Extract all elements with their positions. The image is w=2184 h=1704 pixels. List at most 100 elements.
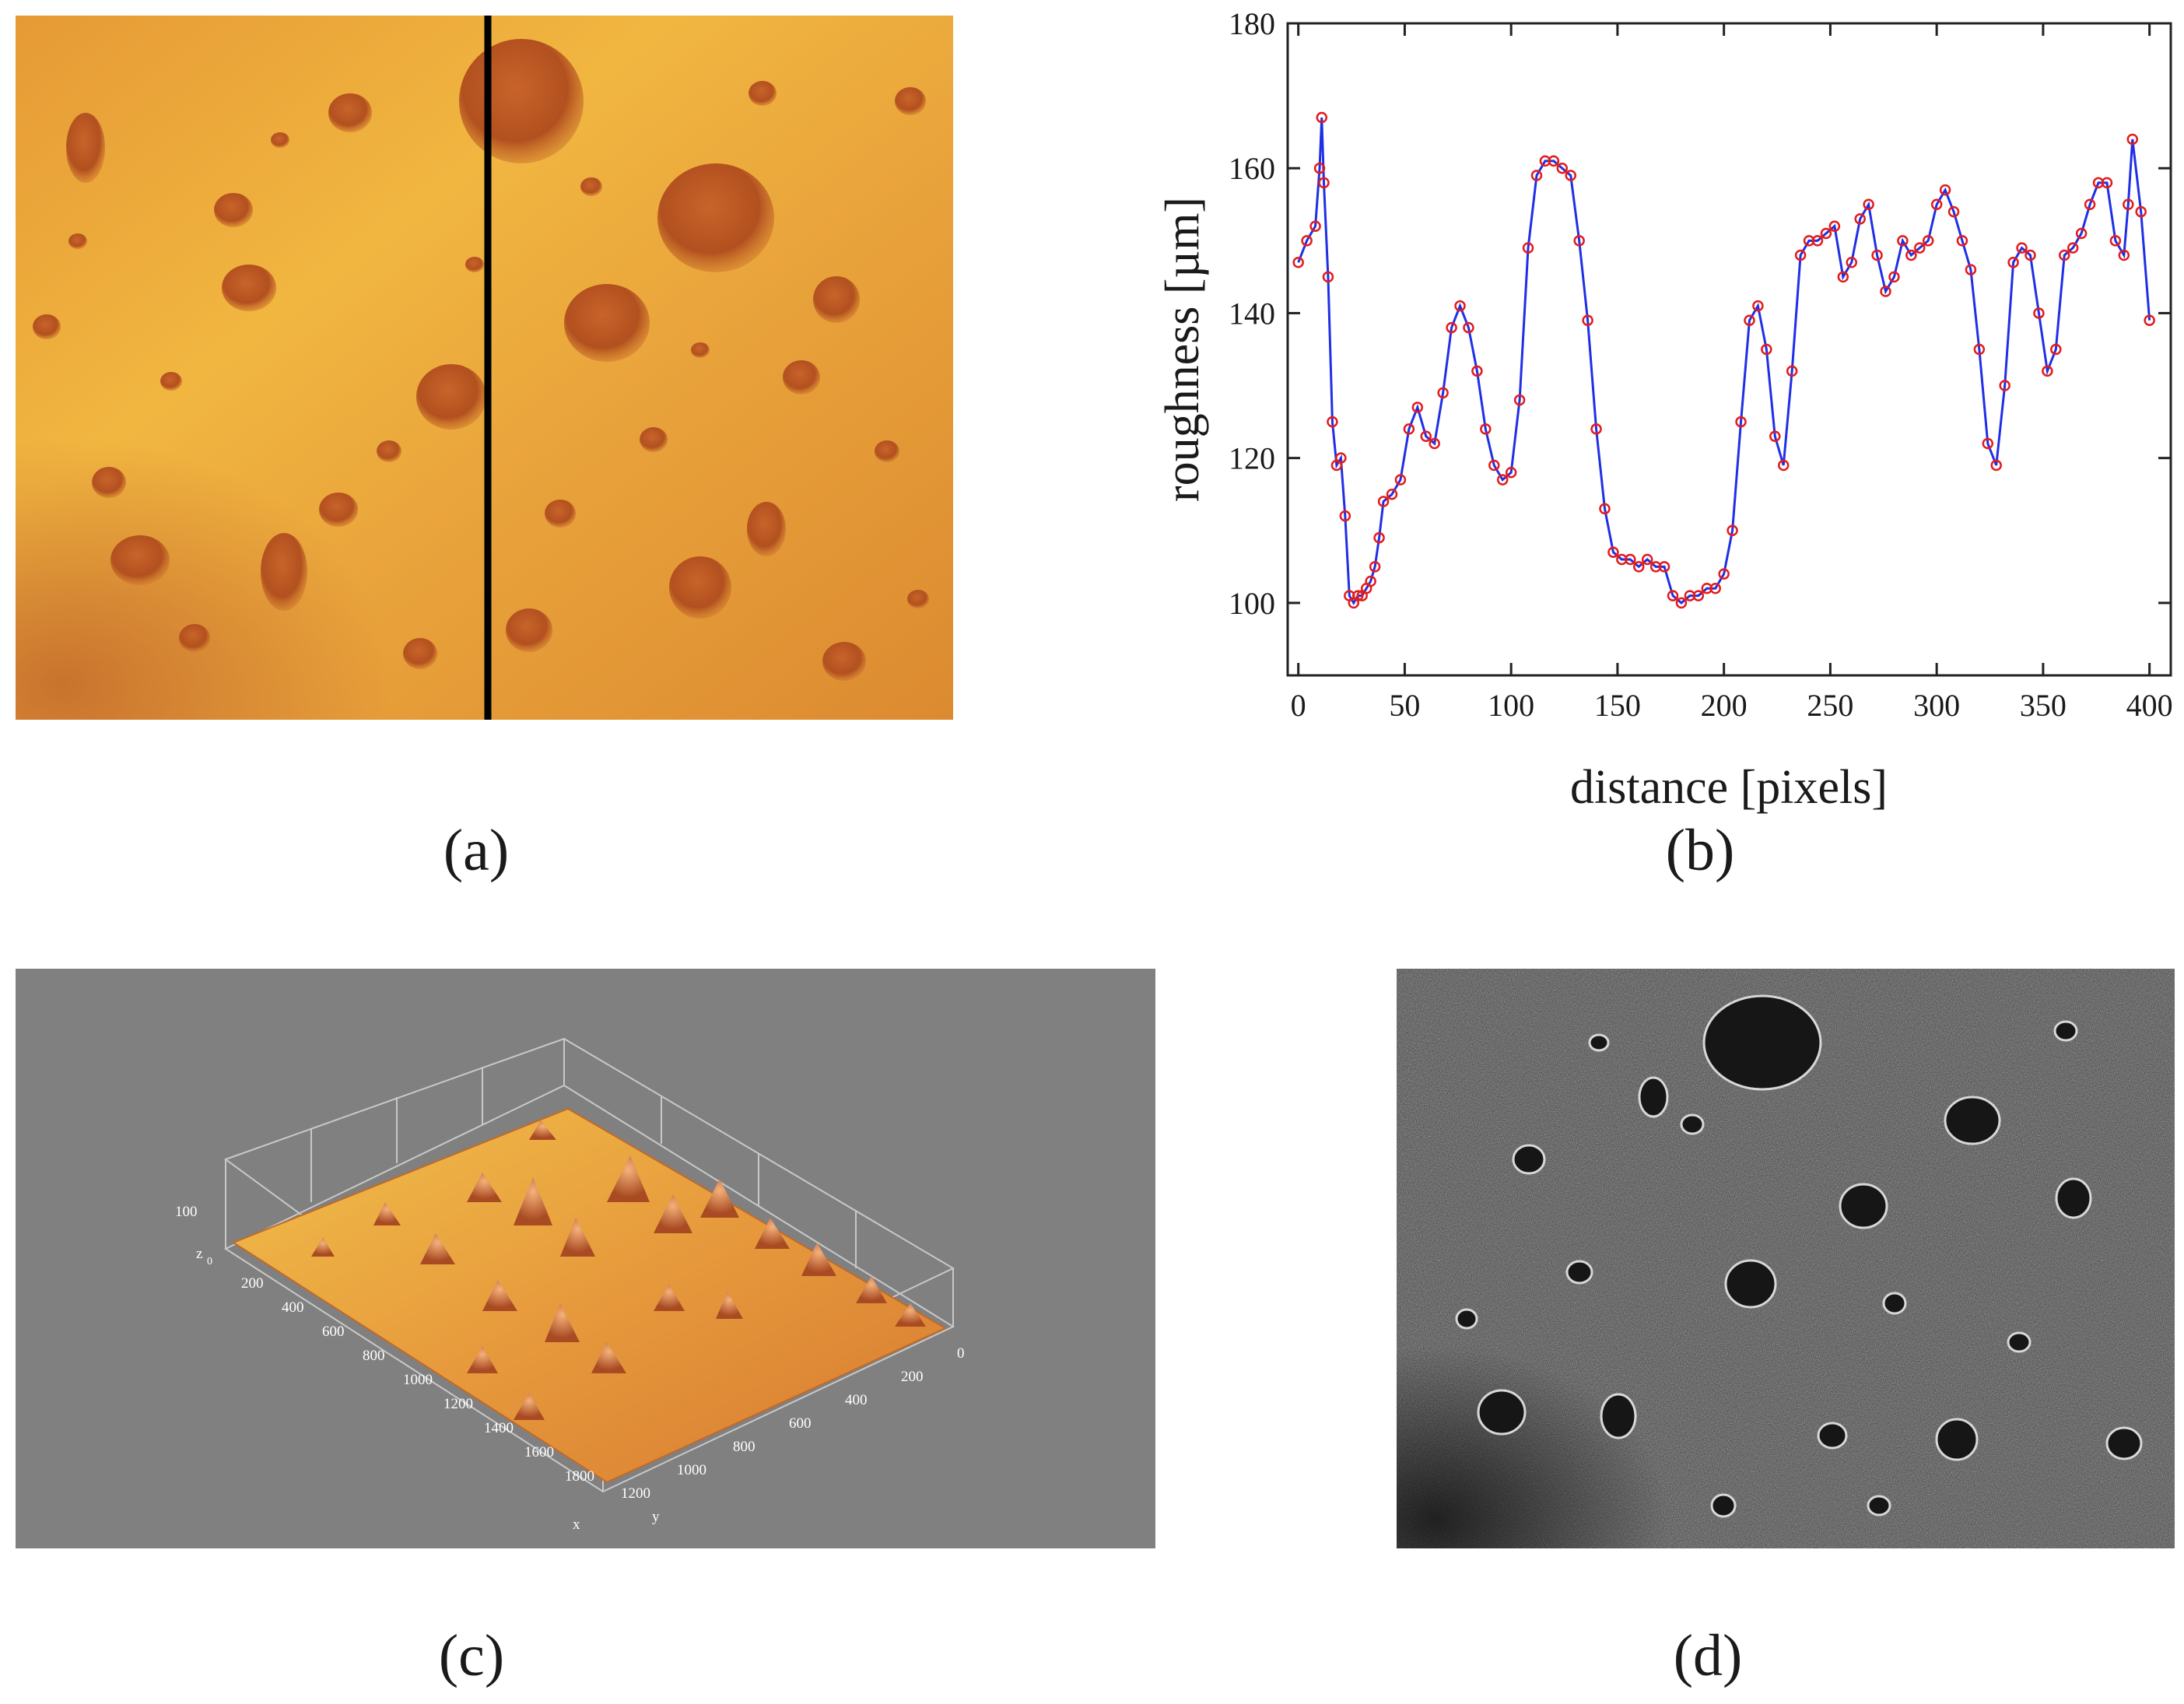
data-point bbox=[2084, 198, 2096, 211]
data-point bbox=[1607, 546, 1619, 558]
data-point bbox=[1420, 430, 1432, 442]
data-point bbox=[2109, 235, 2122, 247]
data-point bbox=[1811, 235, 1824, 247]
data-point bbox=[2135, 205, 2147, 218]
data-point bbox=[2050, 343, 2062, 356]
sem-image bbox=[1397, 969, 2175, 1548]
panel-b: 100 120 140 160 180 0 50 100 150 200 250 300 350 400… bbox=[1128, 0, 2184, 856]
x-tick-label: 100 bbox=[1488, 688, 1534, 723]
y-tick-label: 1200 bbox=[621, 1485, 650, 1502]
data-point bbox=[1914, 242, 1926, 254]
data-point bbox=[1339, 510, 1351, 522]
surface-labels: 100 z 0 200 400 600 800 1000 1200 1400 1600 1800… bbox=[175, 1204, 965, 1533]
data-point bbox=[1828, 220, 1841, 232]
roughness-chart: 100 120 140 160 180 0 50 100 150 200 250 300 350 400… bbox=[1156, 6, 2173, 814]
data-point bbox=[2007, 257, 2019, 268]
x-tick-label: 50 bbox=[1389, 688, 1420, 723]
data-point bbox=[1871, 249, 1883, 261]
z-tick-0: 0 bbox=[207, 1256, 212, 1267]
data-point bbox=[1480, 423, 1492, 435]
data-point bbox=[1897, 235, 1909, 247]
data-point bbox=[1352, 590, 1364, 601]
x-tick-label: 350 bbox=[2020, 688, 2067, 723]
caption-a: (a) bbox=[443, 818, 510, 883]
data-point bbox=[1718, 568, 1730, 580]
y-tick-label: 800 bbox=[733, 1439, 755, 1455]
data-point bbox=[1522, 242, 1534, 254]
data-point bbox=[1837, 271, 1849, 283]
surface-peaks bbox=[311, 1120, 926, 1420]
roughness-series bbox=[1292, 111, 2155, 609]
x-tick-label: 600 bbox=[322, 1324, 345, 1340]
y-tick-label: 180 bbox=[1229, 6, 1275, 41]
panel-d bbox=[1397, 969, 2175, 1548]
z-label: z bbox=[196, 1246, 202, 1262]
data-point bbox=[1761, 343, 1772, 356]
data-point bbox=[1727, 524, 1738, 537]
data-point bbox=[1956, 235, 1968, 247]
data-point bbox=[1369, 561, 1381, 573]
data-point bbox=[1930, 198, 1943, 211]
data-point bbox=[1786, 365, 1798, 377]
data-point bbox=[1437, 387, 1449, 399]
surface bbox=[231, 1107, 948, 1484]
y-tick-label: 0 bbox=[957, 1345, 965, 1362]
panel-c: 100 z 0 200 400 600 800 1000 1200 1400 1600 1800… bbox=[16, 969, 1155, 1548]
data-point bbox=[1692, 590, 1705, 601]
y-tick-label: 200 bbox=[901, 1369, 924, 1385]
data-point bbox=[2123, 198, 2134, 211]
data-point bbox=[1316, 111, 1328, 124]
data-point bbox=[1939, 184, 1951, 196]
data-point bbox=[1777, 459, 1790, 472]
data-point bbox=[1846, 257, 1858, 268]
data-point bbox=[1565, 170, 1576, 181]
data-point bbox=[1769, 430, 1781, 442]
data-point bbox=[1322, 271, 1334, 283]
data-point bbox=[2059, 249, 2070, 261]
data-point bbox=[1373, 531, 1385, 544]
data-point bbox=[1530, 170, 1543, 181]
y-axis: 100 120 140 160 180 bbox=[1229, 6, 2171, 621]
series-line bbox=[1297, 117, 2151, 605]
data-point bbox=[1880, 286, 1891, 297]
data-point bbox=[1675, 597, 1688, 609]
data-point bbox=[1496, 474, 1509, 486]
x-axis: 0 50 100 150 200 250 300 350 400 bbox=[1291, 23, 2173, 723]
data-point bbox=[1999, 380, 2010, 391]
x-label: x bbox=[573, 1516, 580, 1533]
data-point bbox=[1888, 271, 1900, 283]
data-point bbox=[1667, 590, 1679, 601]
data-point bbox=[1327, 415, 1338, 428]
y-tick-label: 160 bbox=[1229, 151, 1275, 186]
x-tick-label: 400 bbox=[282, 1299, 304, 1316]
data-point bbox=[2101, 177, 2113, 189]
data-point bbox=[1922, 235, 1934, 247]
data-point bbox=[1471, 365, 1483, 377]
data-point bbox=[1990, 459, 2002, 472]
data-point bbox=[1965, 264, 1977, 275]
y-tick-label: 120 bbox=[1229, 441, 1275, 476]
data-point bbox=[1548, 155, 1560, 167]
data-point bbox=[1292, 257, 1304, 268]
data-point bbox=[1454, 300, 1466, 312]
data-point bbox=[1446, 321, 1457, 334]
x-tick-label: 300 bbox=[1913, 688, 1960, 723]
y-label: y bbox=[652, 1509, 660, 1525]
x-tick-label: 400 bbox=[2126, 688, 2173, 723]
x-tick-label: 1800 bbox=[565, 1468, 594, 1485]
data-point bbox=[1403, 423, 1415, 435]
surface-plot: 100 z 0 200 400 600 800 1000 1200 1400 1600 1800… bbox=[16, 969, 1155, 1548]
panel-a bbox=[16, 16, 953, 720]
data-point bbox=[1556, 162, 1569, 174]
x-tick-label: 1600 bbox=[524, 1444, 554, 1460]
data-point bbox=[1394, 474, 1407, 486]
y-tick-label: 400 bbox=[845, 1392, 868, 1408]
data-point bbox=[1641, 553, 1653, 566]
caption-c: (c) bbox=[438, 1623, 505, 1688]
micrograph-pits bbox=[33, 39, 929, 681]
optical-micrograph bbox=[16, 16, 953, 720]
data-point bbox=[1599, 503, 1611, 515]
data-point bbox=[1429, 437, 1440, 450]
data-point bbox=[2016, 242, 2028, 254]
data-point bbox=[2075, 227, 2088, 240]
